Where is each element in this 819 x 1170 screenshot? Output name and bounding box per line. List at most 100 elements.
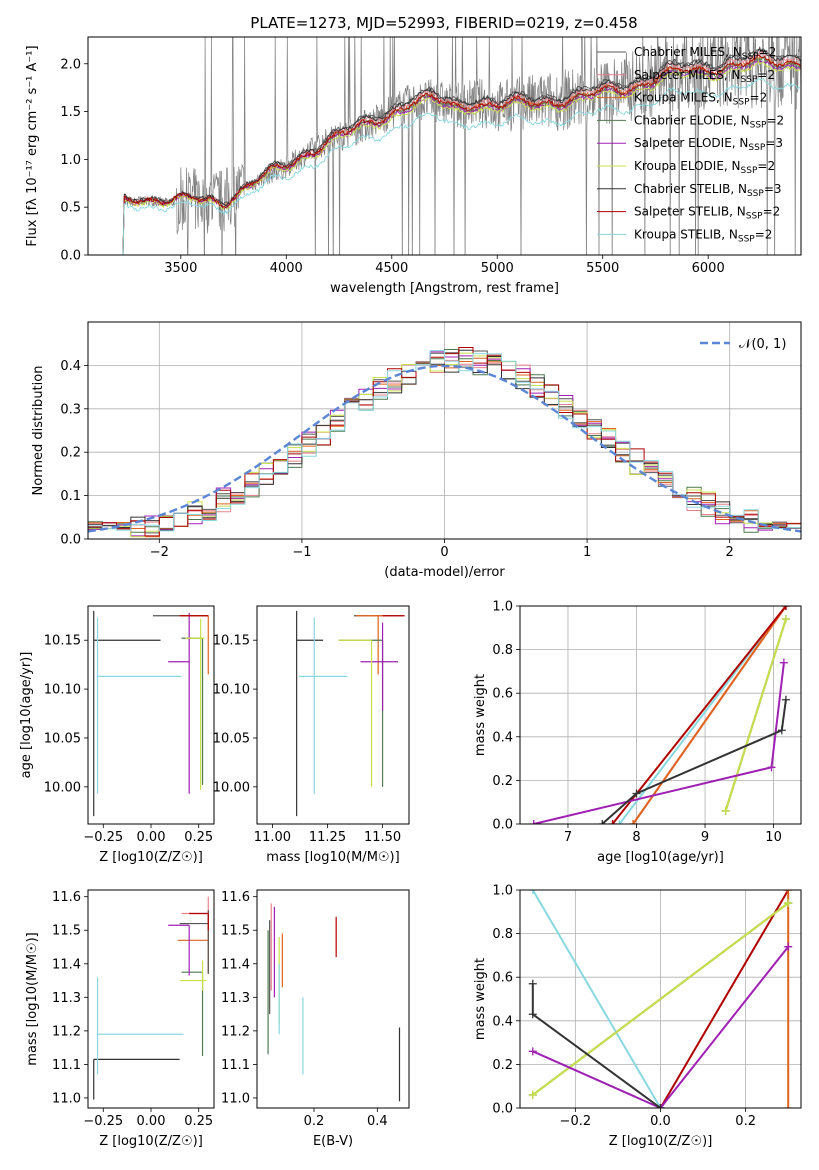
x-tick-label: 0.0	[650, 1114, 671, 1129]
legend-entry-chabrier-miles: Chabrier MILES, NSSP=2	[634, 45, 776, 62]
panel-residual-histogram: −2 −1 0 1 2 0.0 0.1 0.2 0.3 0.4 (data-model)/error…	[31, 321, 802, 580]
y-tick-label: 0.0	[492, 1102, 513, 1117]
weight-line-chabrier-stelib	[601, 699, 787, 824]
panel-mass-vs-ebv: 0.2 0.4 11.0 11.1 11.2 11.3 11.4 11.5 11.6 E(B-V)	[221, 889, 410, 1149]
weight-marker-chabrier-stelib	[632, 789, 641, 798]
plot-area	[88, 347, 801, 538]
y-tick-label: 1.0	[60, 153, 81, 168]
y-tick-label: 0.0	[60, 249, 81, 264]
panel-mass-weight-vs-age: 7 8 9 10 0.0 0.2 0.4 0.6 0.8 1.0 age [log10(age/yr…	[473, 600, 802, 865]
x-tick-label: −1	[292, 545, 311, 560]
weight-marker-salpeter-elodie	[779, 658, 788, 667]
y-tick-label: 1.0	[492, 600, 513, 615]
x-tick-label: 9	[701, 830, 709, 845]
weight-line-kroupa-stelib	[531, 890, 662, 1108]
y-tick-label: 11.2	[52, 1024, 81, 1039]
y-tick-label: 11.2	[221, 1024, 250, 1039]
y-tick-label: 0.8	[492, 643, 513, 658]
y-axis-label: mass weight	[473, 674, 488, 756]
weight-line-salpeter-stelib	[659, 890, 790, 1108]
weight-marker-salpeter-stelib	[781, 606, 790, 610]
weight-marker-kroupa-stelib	[528, 890, 537, 894]
weight-line-salpeter-stelib	[611, 606, 787, 824]
y-tick-label: 10.00	[44, 780, 81, 795]
weight-marker-kroupa-elodie	[528, 1090, 537, 1099]
y-tick-label: 0.6	[492, 971, 513, 986]
y-axis-label: age [log10(age/yr)]	[19, 652, 34, 779]
x-tick-label: 10	[765, 830, 782, 845]
y-tick-label: 11.1	[221, 1058, 250, 1073]
plot-area	[296, 610, 405, 817]
x-tick-label: 3500	[164, 261, 197, 276]
y-axis-label: mass weight	[473, 958, 488, 1040]
weight-marker-chabrier-stelib	[781, 695, 790, 704]
y-tick-label: 1.0	[492, 884, 513, 899]
normal-distribution-line	[88, 364, 801, 533]
y-tick-label: 11.4	[221, 957, 250, 972]
legend-entry-kroupa-miles: Kroupa MILES, NSSP=2	[634, 91, 767, 108]
legend-entry-salpeter-stelib: Salpeter STELIB, NSSP=2	[634, 205, 780, 222]
y-tick-label: 11.3	[221, 991, 250, 1006]
x-tick-label: 11.50	[364, 830, 401, 845]
y-tick-label: 11.3	[52, 991, 81, 1006]
legend-entry-salpeter-miles: Salpeter MILES, NSSP=2	[634, 68, 775, 85]
weight-line-kroupa-elodie	[532, 902, 789, 1096]
y-tick-label: 10.15	[44, 634, 81, 649]
weight-marker-chabrier-stelib	[528, 979, 537, 988]
y-tick-label: 10.00	[213, 780, 250, 795]
x-axis-label: age [log10(age/yr)]	[597, 850, 724, 865]
y-tick-label: 10.05	[213, 731, 250, 746]
x-tick-label: 6000	[692, 261, 725, 276]
x-tick-label: 11.25	[309, 830, 346, 845]
x-tick-label: 4500	[375, 261, 408, 276]
plot-area	[528, 890, 793, 1108]
x-axis-label: E(B-V)	[313, 1134, 353, 1149]
data-spectrum-line	[121, 37, 801, 255]
y-tick-label: 11.6	[52, 890, 81, 905]
weight-marker-salpeter-stelib	[608, 820, 617, 824]
x-axis-label: mass [log10(M/M☉)]	[266, 850, 399, 865]
weight-marker-kroupa-stelib	[615, 820, 624, 824]
x-tick-label: 8	[632, 830, 640, 845]
weight-marker-salpeter-elodie	[528, 1047, 537, 1056]
y-axis-label: mass [log10(M/M☉)]	[25, 932, 40, 1065]
x-axis-label: Z [log10(Z/Z☉)]	[99, 850, 203, 865]
y-tick-label: 11.5	[52, 924, 81, 939]
y-tick-label: 0.4	[492, 730, 513, 745]
model-line-chabrier-stelib	[121, 48, 801, 255]
x-tick-label: 0.2	[304, 1114, 325, 1129]
weight-marker-kroupa-miles	[784, 1104, 793, 1108]
x-axis-label: Z [log10(Z/Z☉)]	[99, 1134, 203, 1149]
weight-marker-salpeter-elodie	[767, 763, 776, 772]
axes-frame	[519, 605, 802, 825]
y-tick-label: 11.0	[221, 1091, 250, 1106]
weight-marker-salpeter-elodie	[784, 942, 793, 951]
y-tick-label: 11.6	[221, 890, 250, 905]
x-tick-label: 0.00	[137, 830, 166, 845]
weight-marker-chabrier-stelib	[598, 820, 607, 824]
x-tick-label: 0.00	[137, 1114, 166, 1129]
panel-age-vs-mass: 11.00 11.25 11.50 10.00 10.05 10.10 10.15 mass …	[213, 605, 410, 865]
plot-area	[93, 896, 209, 1100]
model-line-salpeter-stelib	[121, 55, 801, 255]
legend-entry-chabrier-elodie: Chabrier ELODIE, NSSP=2	[634, 113, 784, 130]
y-tick-label: 0.1	[60, 489, 81, 504]
y-tick-label: 0.6	[492, 687, 513, 702]
x-tick-label: 0	[440, 545, 448, 560]
x-axis-label: wavelength [Angstrom, rest frame]	[330, 281, 559, 296]
legend-entry-salpeter-elodie: Salpeter ELODIE, NSSP=3	[634, 136, 783, 153]
y-tick-label: 0.2	[492, 774, 513, 789]
figure-title: PLATE=1273, MJD=52993, FIBERID=0219, z=0…	[250, 14, 637, 32]
x-axis-label: (data-model)/error	[384, 565, 505, 580]
panel-mass-vs-metallicity: −0.25 0.00 0.25 11.0 11.1 11.2 11.3 11.4 11.5 11.…	[25, 889, 215, 1149]
y-tick-label: 1.5	[60, 105, 81, 120]
y-tick-label: 0.0	[60, 533, 81, 548]
y-tick-label: 10.05	[44, 731, 81, 746]
y-axis-label: Normed distribution	[31, 366, 46, 496]
histogram-kroupa-stelib	[88, 350, 801, 532]
model-line-salpeter-miles	[121, 50, 801, 255]
legend-entry-chabrier-stelib: Chabrier STELIB, NSSP=3	[634, 182, 782, 199]
y-tick-label: 0.5	[60, 201, 81, 216]
y-tick-label: 0.0	[492, 818, 513, 833]
